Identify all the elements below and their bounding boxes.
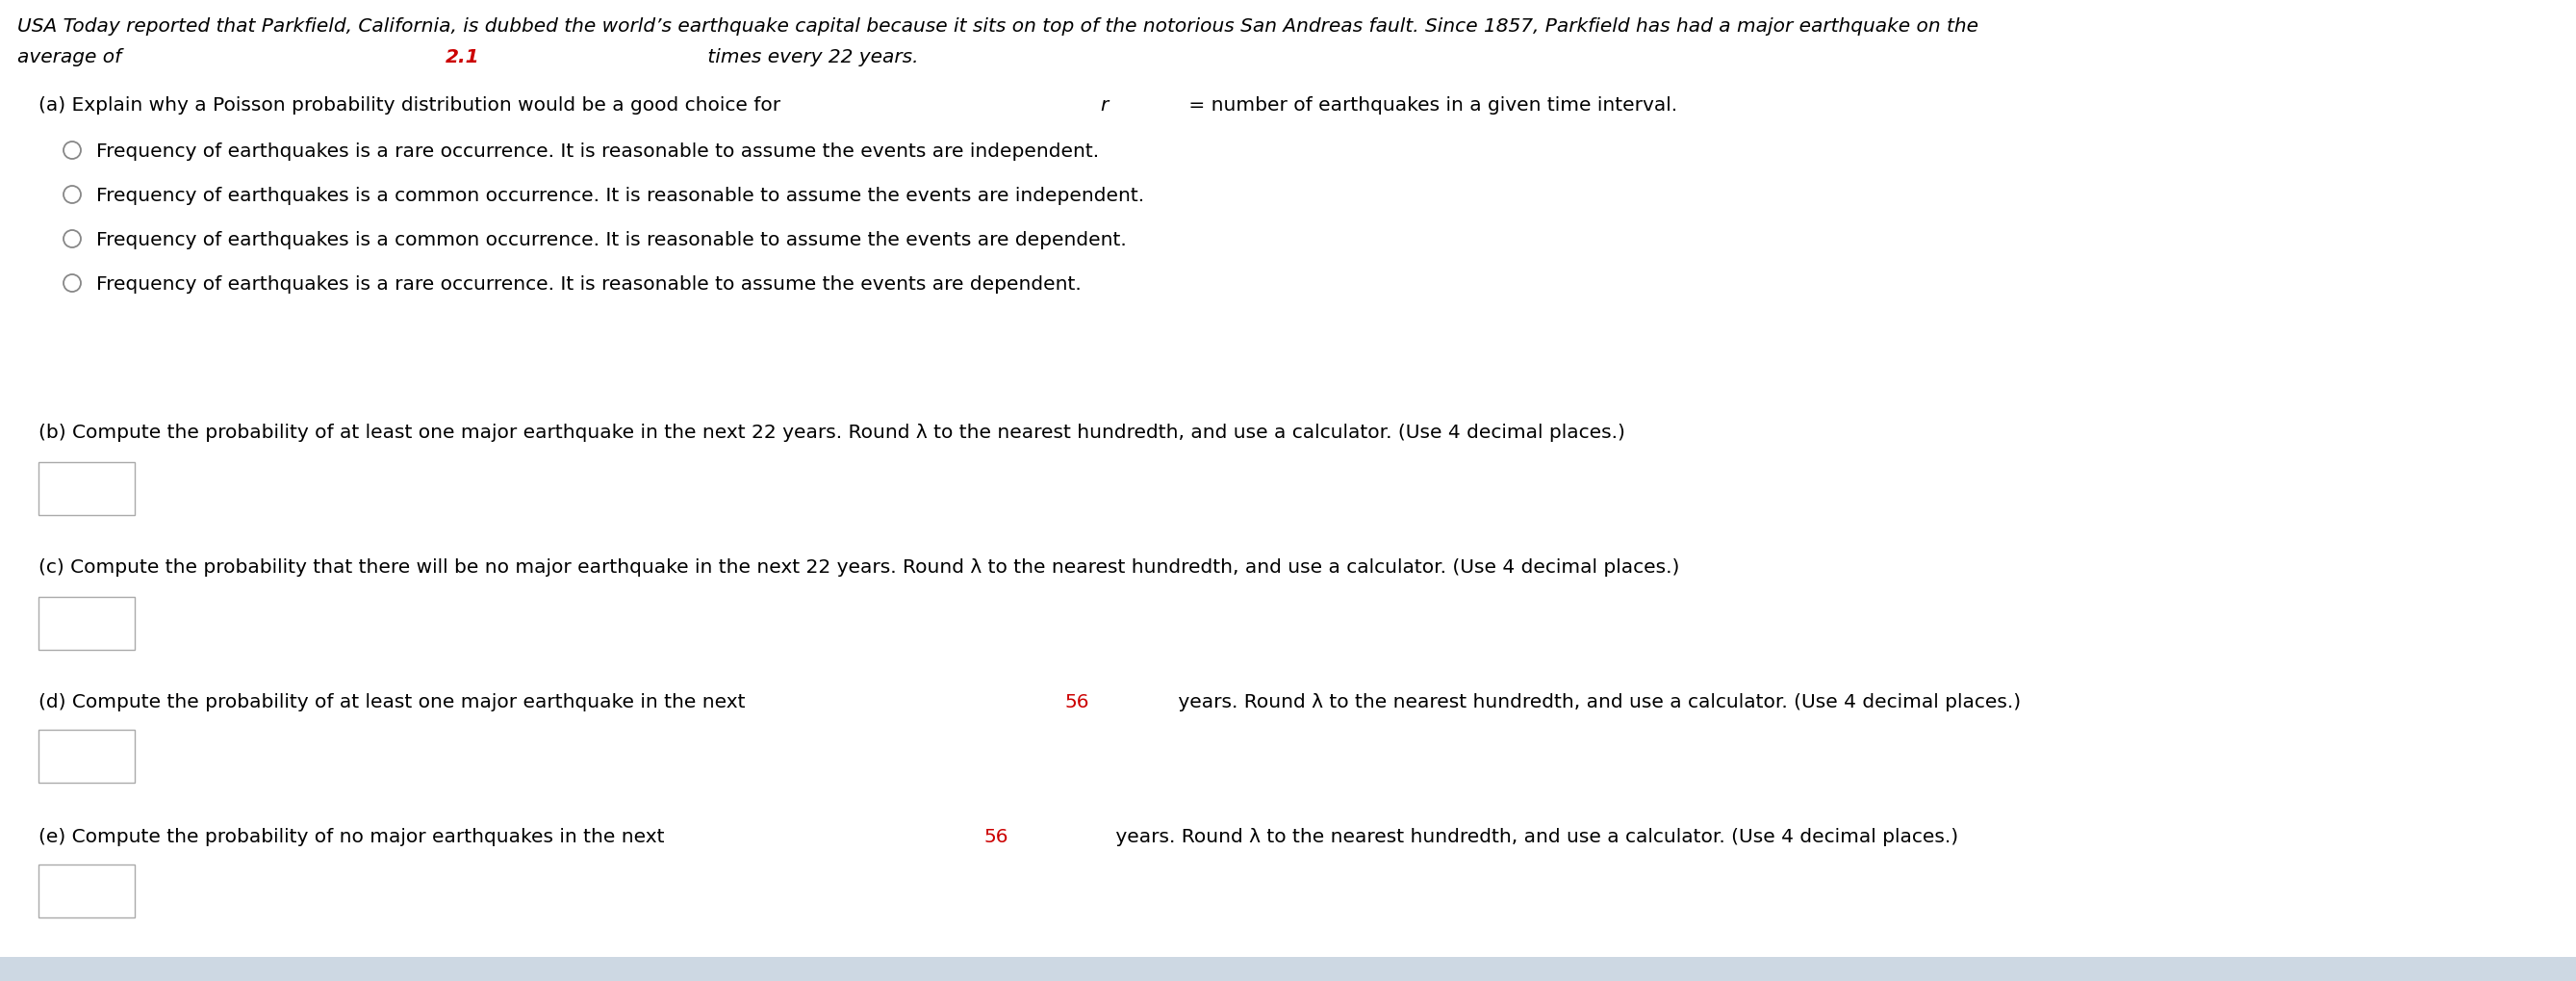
Text: Frequency of earthquakes is a rare occurrence. It is reasonable to assume the ev: Frequency of earthquakes is a rare occur… xyxy=(95,276,1082,293)
Text: 56: 56 xyxy=(1064,694,1090,711)
Text: (d) Compute the probability of at least one major earthquake in the next: (d) Compute the probability of at least … xyxy=(39,694,752,711)
FancyBboxPatch shape xyxy=(0,956,2576,981)
FancyBboxPatch shape xyxy=(39,864,134,917)
FancyBboxPatch shape xyxy=(39,462,134,515)
Text: years. Round λ to the nearest hundredth, and use a calculator. (Use 4 decimal pl: years. Round λ to the nearest hundredth,… xyxy=(1172,694,2020,711)
Text: average of: average of xyxy=(18,48,129,67)
Text: (b) Compute the probability of at least one major earthquake in the next 22 year: (b) Compute the probability of at least … xyxy=(39,424,1625,441)
Text: times every 22 years.: times every 22 years. xyxy=(701,48,920,67)
FancyBboxPatch shape xyxy=(39,730,134,783)
Text: 2.1: 2.1 xyxy=(446,48,479,67)
Text: (e) Compute the probability of no major earthquakes in the next: (e) Compute the probability of no major … xyxy=(39,828,670,847)
Text: years. Round λ to the nearest hundredth, and use a calculator. (Use 4 decimal pl: years. Round λ to the nearest hundredth,… xyxy=(1110,828,1958,847)
FancyBboxPatch shape xyxy=(39,596,134,649)
Text: (a) Explain why a Poisson probability distribution would be a good choice for: (a) Explain why a Poisson probability di… xyxy=(39,96,786,115)
Text: 56: 56 xyxy=(984,828,1007,847)
Text: USA Today reported that Parkfield, California, is dubbed the world’s earthquake : USA Today reported that Parkfield, Calif… xyxy=(18,18,1978,35)
Text: = number of earthquakes in a given time interval.: = number of earthquakes in a given time … xyxy=(1182,96,1677,115)
Text: Frequency of earthquakes is a common occurrence. It is reasonable to assume the : Frequency of earthquakes is a common occ… xyxy=(95,186,1144,205)
Text: r: r xyxy=(1100,96,1108,115)
Text: (c) Compute the probability that there will be no major earthquake in the next 2: (c) Compute the probability that there w… xyxy=(39,558,1680,577)
Text: Frequency of earthquakes is a rare occurrence. It is reasonable to assume the ev: Frequency of earthquakes is a rare occur… xyxy=(95,142,1100,161)
Text: Frequency of earthquakes is a common occurrence. It is reasonable to assume the : Frequency of earthquakes is a common occ… xyxy=(95,232,1126,249)
